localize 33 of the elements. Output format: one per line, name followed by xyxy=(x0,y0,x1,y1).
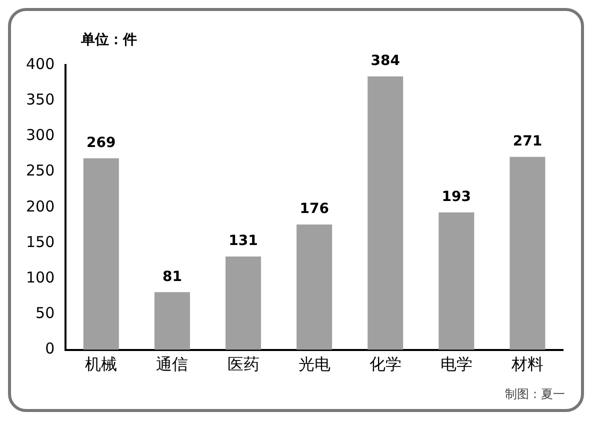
y-tick-label: 0 xyxy=(45,340,55,358)
y-tick-label: 150 xyxy=(26,232,55,251)
bar xyxy=(296,224,332,350)
data-label: 384 xyxy=(370,53,400,70)
y-axis-title: 单位：件 xyxy=(81,31,137,49)
data-label: 193 xyxy=(442,189,472,206)
data-label: 131 xyxy=(228,233,258,250)
data-label: 81 xyxy=(162,268,182,285)
x-tick-label: 化学 xyxy=(369,354,402,374)
bar xyxy=(83,158,119,350)
data-label: 269 xyxy=(86,134,116,151)
y-tick-label: 50 xyxy=(36,304,55,322)
data-label: 271 xyxy=(512,133,542,150)
y-tick-label: 200 xyxy=(26,197,55,216)
bar xyxy=(226,256,262,350)
y-tick-label: 400 xyxy=(26,54,55,73)
x-tick-label: 材料 xyxy=(510,354,544,374)
bar xyxy=(154,292,190,350)
bar xyxy=(510,156,546,350)
x-tick-label: 光电 xyxy=(298,354,330,374)
text: 制图：夏一 xyxy=(505,386,565,403)
x-tick-label: 机械 xyxy=(85,354,118,374)
rounded-frame: 单位：件 机械 通信 医药 光电 化学 电学 材料 0 50 100 150 200 250 300 350 400 269 81 131 176 384 193 271 制图：夏一 xyxy=(8,8,584,412)
y-tick-label: 350 xyxy=(26,90,55,108)
bar xyxy=(368,76,404,350)
y-tick-label: 300 xyxy=(26,126,55,144)
x-tick-label: 电学 xyxy=(440,354,472,374)
x-tick-label: 医药 xyxy=(227,354,260,374)
data-label: 176 xyxy=(300,201,329,218)
y-tick-label: 250 xyxy=(26,162,55,180)
x-tick-label: 通信 xyxy=(156,354,188,374)
y-tick-label: 100 xyxy=(26,268,55,286)
bar xyxy=(438,212,474,350)
